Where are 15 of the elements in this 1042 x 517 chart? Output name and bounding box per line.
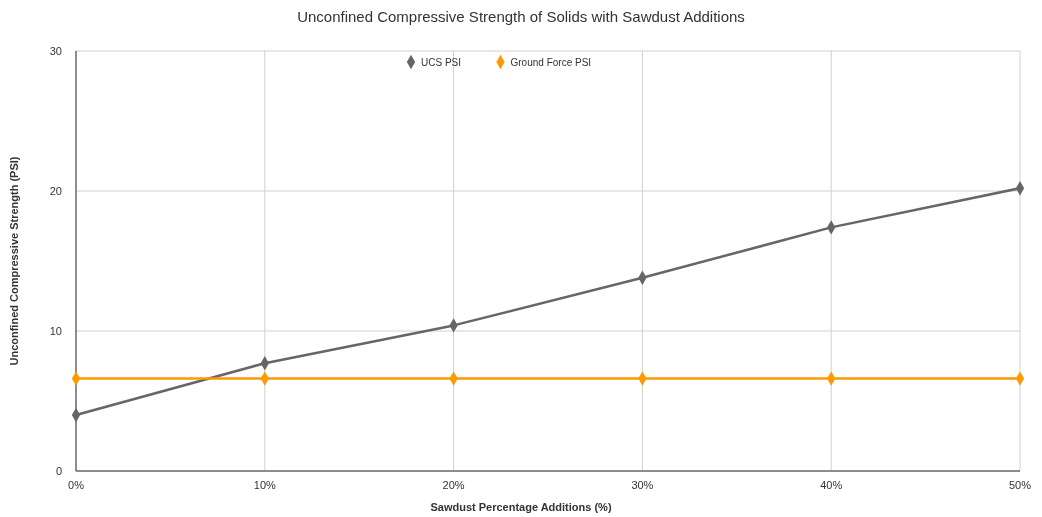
x-tick-label: 20%	[442, 479, 465, 491]
x-tick-label: 30%	[631, 479, 654, 491]
legend-label: Ground Force PSI	[510, 56, 592, 68]
x-tick-label: 40%	[820, 479, 843, 491]
chart-title: Unconfined Compressive Strength of Solids with Sawdust Additions	[297, 8, 745, 25]
x-tick-label: 0%	[68, 479, 85, 491]
y-axis-title: Unconfined Compressive Strength (PSI)	[8, 156, 20, 366]
x-tick-label: 50%	[1008, 479, 1032, 491]
legend-label: UCS PSI	[421, 56, 462, 68]
y-tick-label: 0	[55, 464, 62, 477]
x-tick-label: 10%	[253, 479, 277, 491]
y-tick-label: 20	[49, 184, 62, 197]
x-axis-title: Sawdust Percentage Additions (%)	[430, 501, 612, 513]
y-tick-label: 10	[49, 324, 62, 337]
y-tick-label: 30	[49, 44, 62, 57]
